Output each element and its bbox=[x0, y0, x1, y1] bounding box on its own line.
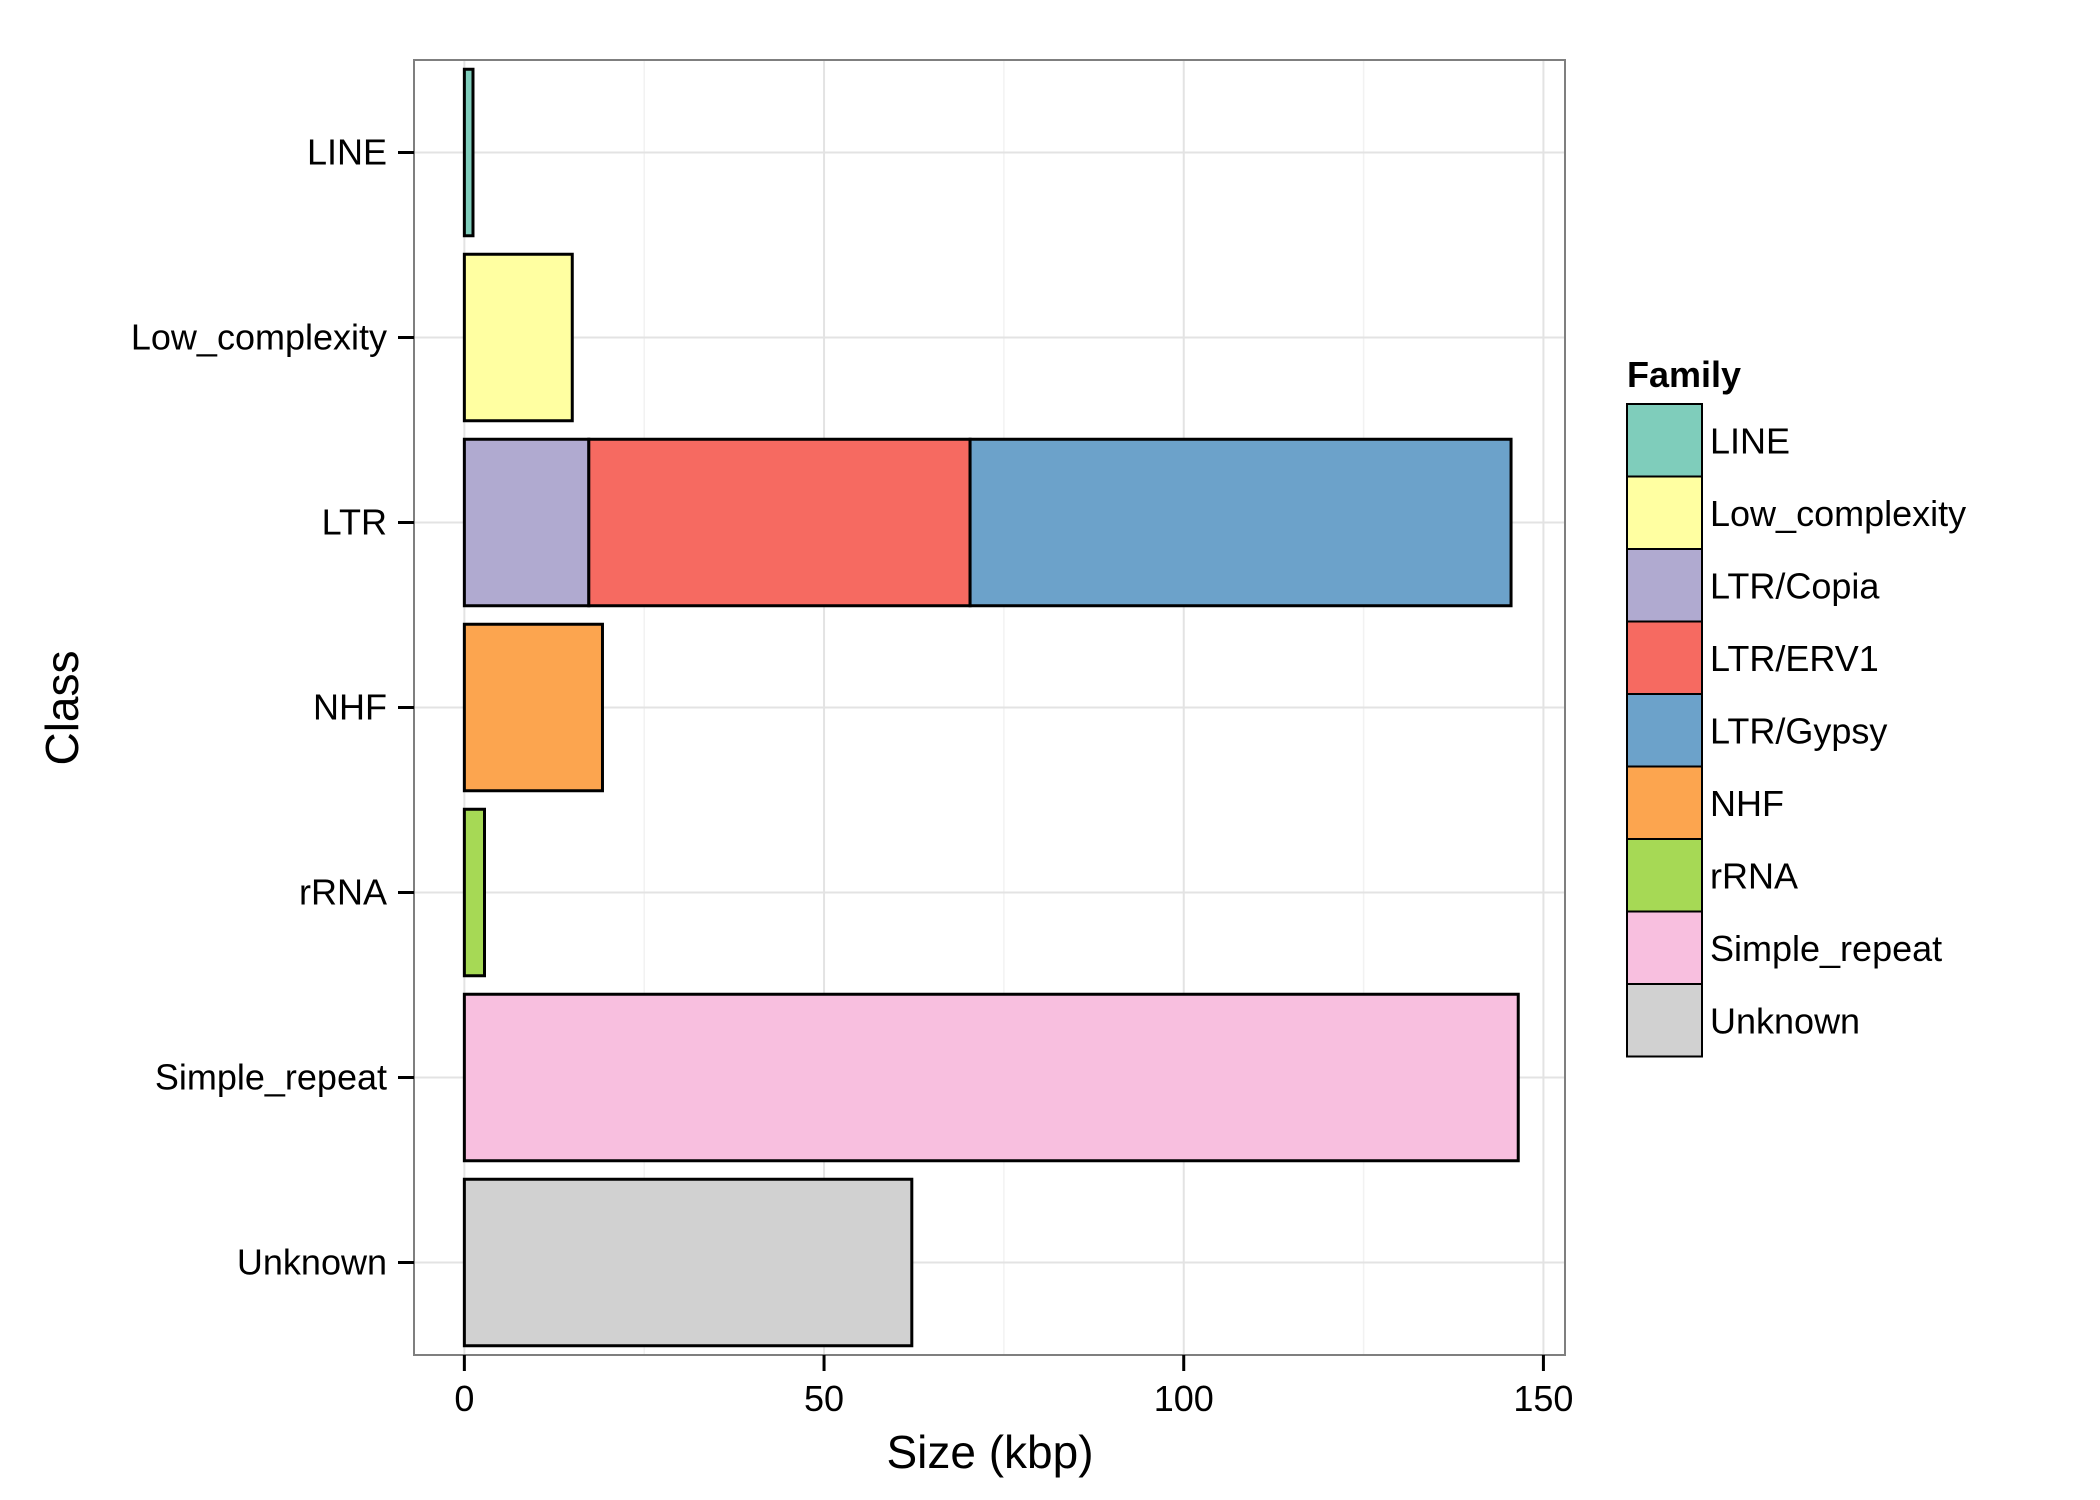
legend-title: Family bbox=[1627, 354, 1741, 395]
x-axis-title: Size (kbp) bbox=[886, 1426, 1093, 1478]
y-tick-label: LINE bbox=[307, 132, 387, 173]
y-axis: LINE Low_complexity LTR NHF rRNA Simple_repea… bbox=[131, 132, 414, 1283]
y-tick-label: NHF bbox=[313, 687, 387, 728]
bar-segment-ltr-copia bbox=[462, 437, 591, 608]
x-tick-label: 50 bbox=[804, 1378, 844, 1419]
legend-label: Simple_repeat bbox=[1710, 928, 1942, 969]
legend-label: LTR/Copia bbox=[1710, 565, 1880, 606]
y-tick-label: Simple_repeat bbox=[155, 1057, 387, 1098]
bar-segment-ltr-erv1 bbox=[587, 437, 972, 608]
bar-segment-line bbox=[462, 67, 475, 238]
legend-label: LTR/ERV1 bbox=[1710, 638, 1879, 679]
bar-segment-nhf bbox=[462, 622, 604, 793]
legend-swatch bbox=[1626, 475, 1703, 550]
legend-swatch bbox=[1626, 620, 1703, 695]
legend-label: NHF bbox=[1710, 783, 1784, 824]
y-tick-label: Unknown bbox=[237, 1242, 387, 1283]
y-tick-label: LTR bbox=[322, 502, 387, 543]
x-tick-label: 100 bbox=[1154, 1378, 1214, 1419]
legend-label: rRNA bbox=[1710, 855, 1798, 896]
legend-label: LINE bbox=[1710, 420, 1790, 461]
legend-label: LTR/Gypsy bbox=[1710, 710, 1887, 751]
legend: Family LINE Low_complexity LTR/Copia LTR/ER… bbox=[1626, 354, 1966, 1058]
legend-swatch bbox=[1626, 693, 1703, 768]
y-tick-label: Low_complexity bbox=[131, 317, 387, 358]
bar-segment-low-complexity bbox=[462, 252, 574, 423]
legend-swatch bbox=[1626, 910, 1703, 985]
legend-items: LINE Low_complexity LTR/Copia LTR/ERV1 LTR/G… bbox=[1626, 403, 1966, 1058]
bar-segment-unknown bbox=[462, 1177, 914, 1348]
legend-label: Unknown bbox=[1710, 1000, 1860, 1041]
legend-swatch bbox=[1626, 983, 1703, 1058]
bar-segment-ltr-gypsy bbox=[968, 437, 1513, 608]
bar-segment-simple-repeat bbox=[462, 992, 1520, 1163]
legend-swatch bbox=[1626, 838, 1703, 913]
x-tick-label: 0 bbox=[454, 1378, 474, 1419]
y-axis-title: Class bbox=[36, 650, 88, 765]
bar-segment-rrna bbox=[462, 807, 486, 978]
legend-label: Low_complexity bbox=[1710, 493, 1966, 534]
legend-swatch bbox=[1626, 403, 1703, 478]
legend-swatch bbox=[1626, 765, 1703, 840]
x-tick-label: 150 bbox=[1513, 1378, 1573, 1419]
y-tick-label: rRNA bbox=[299, 872, 387, 913]
x-axis: 0 50 100 150 bbox=[454, 1355, 1573, 1419]
legend-swatch bbox=[1626, 548, 1703, 623]
bars bbox=[462, 67, 1520, 1348]
